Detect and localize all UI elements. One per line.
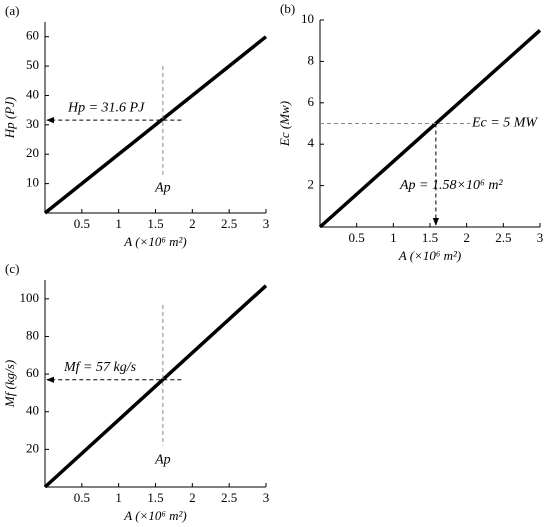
y-tick-label: 20	[26, 145, 39, 160]
x-tick-label: 1	[115, 490, 122, 505]
x-tick-label: 1.5	[147, 216, 163, 231]
x-tick-label: 2.5	[221, 216, 237, 231]
data-line	[43, 284, 268, 489]
y-tick-label: 10	[301, 11, 314, 26]
y-tick-label: 60	[26, 365, 39, 380]
panel-label: (b)	[280, 1, 295, 16]
y-tick-label: 40	[26, 86, 39, 101]
x-tick-label: 3	[537, 230, 544, 245]
annotation: Ec = 5 MW	[471, 116, 538, 131]
annotation: Ap	[154, 452, 171, 467]
y-tick-label: 80	[26, 327, 39, 342]
x-tick-label: 0.5	[74, 216, 90, 231]
y-tick-label: 10	[26, 175, 39, 190]
y-tick-label: 100	[20, 290, 40, 305]
data-line	[43, 35, 268, 215]
annotation: Ap = 1.58×10⁶ m²	[399, 178, 503, 193]
annotation: Hp = 31.6 PJ	[67, 100, 145, 115]
x-tick-label: 1.5	[422, 230, 438, 245]
annotation: Ap	[154, 180, 171, 195]
y-axis-label: Ec (Mw)	[277, 101, 292, 147]
x-tick-label: 3	[263, 490, 270, 505]
x-tick-label: 1.5	[147, 490, 163, 505]
x-tick-label: 2	[189, 490, 196, 505]
y-tick-label: 2	[308, 177, 315, 192]
x-tick-label: 0.5	[74, 490, 90, 505]
y-axis-label: Mf (kg/s)	[2, 360, 17, 408]
panel-label: (a)	[5, 3, 19, 18]
x-tick-label: 0.5	[349, 230, 365, 245]
y-tick-label: 60	[26, 28, 39, 43]
annotation: Mf = 57 kg/s	[63, 360, 137, 375]
y-tick-label: 8	[308, 52, 315, 67]
data-line	[318, 29, 542, 229]
x-tick-label: 2.5	[495, 230, 511, 245]
x-axis-label: A (×10⁶ m²)	[123, 508, 186, 523]
x-axis-label: A (×10⁶ m²)	[398, 248, 461, 263]
x-axis-label: A (×10⁶ m²)	[123, 234, 186, 249]
y-tick-label: 4	[308, 135, 315, 150]
x-tick-label: 2	[463, 230, 470, 245]
y-tick-label: 6	[308, 94, 315, 109]
x-tick-label: 1	[390, 230, 397, 245]
x-tick-label: 1	[115, 216, 122, 231]
x-tick-label: 2	[189, 216, 196, 231]
x-tick-label: 3	[263, 216, 270, 231]
x-tick-label: 2.5	[221, 490, 237, 505]
y-axis-label: Hp (PJ)	[2, 97, 17, 140]
panel-label: (c)	[5, 261, 19, 276]
y-tick-label: 50	[26, 57, 39, 72]
y-tick-label: 40	[26, 403, 39, 418]
y-tick-label: 30	[26, 116, 39, 131]
y-tick-label: 20	[26, 440, 39, 455]
